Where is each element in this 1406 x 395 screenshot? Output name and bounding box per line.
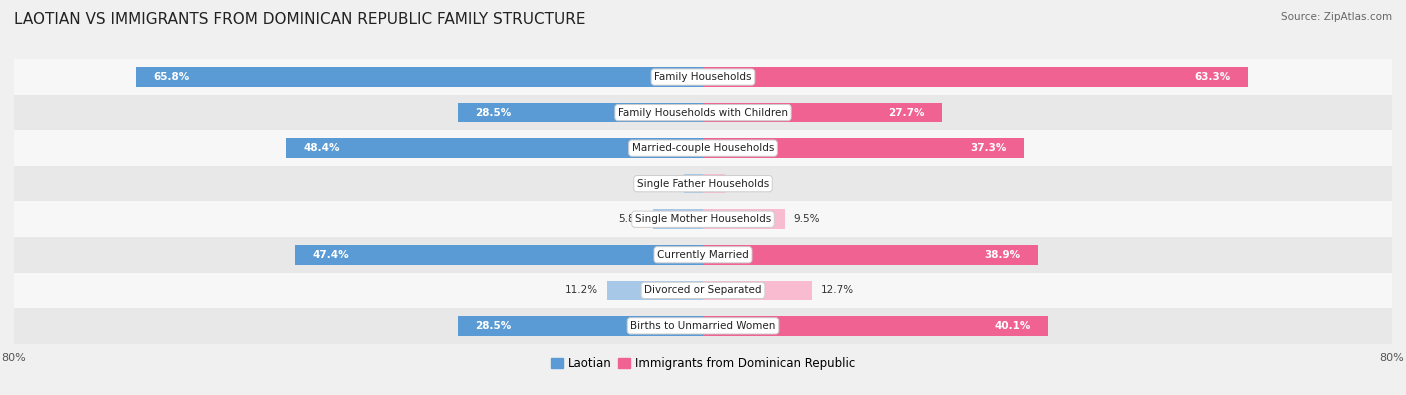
Text: 2.6%: 2.6% xyxy=(734,179,761,189)
Text: Currently Married: Currently Married xyxy=(657,250,749,260)
Bar xyxy=(14,166,1392,201)
Text: 47.4%: 47.4% xyxy=(312,250,349,260)
Text: 9.5%: 9.5% xyxy=(793,214,820,224)
Bar xyxy=(14,95,1392,130)
Text: Divorced or Separated: Divorced or Separated xyxy=(644,285,762,295)
Bar xyxy=(703,280,813,300)
Bar xyxy=(14,130,1392,166)
Bar xyxy=(457,316,703,336)
Bar xyxy=(606,280,703,300)
Bar xyxy=(703,245,1038,265)
Text: Births to Unmarried Women: Births to Unmarried Women xyxy=(630,321,776,331)
Bar xyxy=(14,273,1392,308)
Bar xyxy=(703,316,1049,336)
Bar xyxy=(457,103,703,122)
Text: 38.9%: 38.9% xyxy=(984,250,1021,260)
Text: 63.3%: 63.3% xyxy=(1195,72,1230,82)
Text: LAOTIAN VS IMMIGRANTS FROM DOMINICAN REPUBLIC FAMILY STRUCTURE: LAOTIAN VS IMMIGRANTS FROM DOMINICAN REP… xyxy=(14,12,585,27)
Text: Family Households with Children: Family Households with Children xyxy=(619,107,787,118)
Text: 37.3%: 37.3% xyxy=(970,143,1007,153)
Text: Single Mother Households: Single Mother Households xyxy=(636,214,770,224)
Bar xyxy=(703,103,942,122)
Text: 5.8%: 5.8% xyxy=(619,214,644,224)
Text: 2.2%: 2.2% xyxy=(650,179,675,189)
Bar xyxy=(652,209,703,229)
Text: Married-couple Households: Married-couple Households xyxy=(631,143,775,153)
Bar xyxy=(14,201,1392,237)
Bar xyxy=(287,138,703,158)
Bar xyxy=(703,174,725,194)
Bar xyxy=(295,245,703,265)
Text: 28.5%: 28.5% xyxy=(475,321,510,331)
Bar xyxy=(685,174,703,194)
Bar xyxy=(703,67,1249,87)
Text: Single Father Households: Single Father Households xyxy=(637,179,769,189)
Text: 11.2%: 11.2% xyxy=(565,285,598,295)
Text: 40.1%: 40.1% xyxy=(994,321,1031,331)
Text: 12.7%: 12.7% xyxy=(821,285,853,295)
Bar xyxy=(136,67,703,87)
Legend: Laotian, Immigrants from Dominican Republic: Laotian, Immigrants from Dominican Repub… xyxy=(546,352,860,375)
Text: 65.8%: 65.8% xyxy=(153,72,190,82)
Bar xyxy=(703,209,785,229)
Text: 48.4%: 48.4% xyxy=(304,143,340,153)
Bar xyxy=(703,138,1024,158)
Text: 28.5%: 28.5% xyxy=(475,107,510,118)
Bar xyxy=(14,59,1392,95)
Text: 27.7%: 27.7% xyxy=(887,107,924,118)
Text: Source: ZipAtlas.com: Source: ZipAtlas.com xyxy=(1281,12,1392,22)
Text: Family Households: Family Households xyxy=(654,72,752,82)
Bar xyxy=(14,237,1392,273)
Bar xyxy=(14,308,1392,344)
